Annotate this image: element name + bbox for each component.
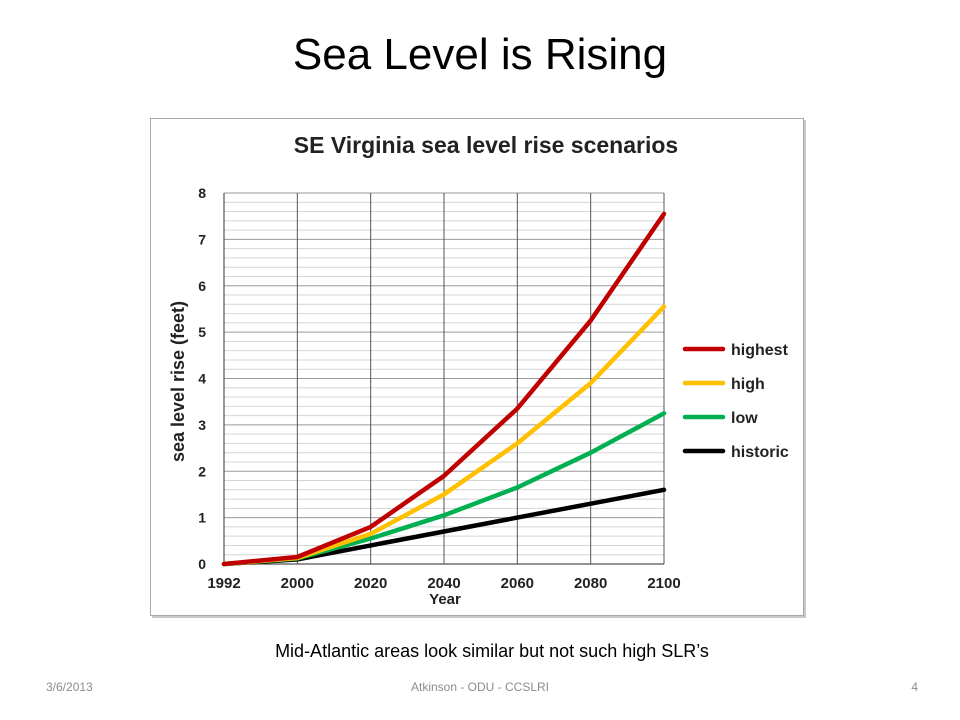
y-tick-label: 5 xyxy=(198,324,206,340)
y-tick-label: 7 xyxy=(198,231,206,247)
y-tick-label: 0 xyxy=(198,556,206,572)
y-tick-label: 1 xyxy=(198,510,206,526)
y-tick-label: 8 xyxy=(198,185,206,201)
x-tick-label: 2100 xyxy=(647,575,680,592)
legend-label-low: low xyxy=(731,410,758,427)
x-axis-label: Year xyxy=(429,591,461,608)
x-tick-label: 2020 xyxy=(354,575,387,592)
x-tick-label: 2060 xyxy=(501,575,534,592)
slide-title: Sea Level is Rising xyxy=(292,30,668,79)
chart-title: SE Virginia sea level rise scenarios xyxy=(294,132,678,158)
y-axis-label: sea level rise (feet) xyxy=(168,301,188,462)
chart-image-frame: SE Virginia sea level rise scenarios 0 1 2 3… xyxy=(150,118,804,616)
footer-date: 3/6/2013 xyxy=(46,680,93,694)
x-tick-label: 2040 xyxy=(427,575,460,592)
sea-level-chart: SE Virginia sea level rise scenarios 0 1 2 3… xyxy=(168,132,789,608)
footer-author: Atkinson - ODU - CCSLRI xyxy=(410,680,550,694)
legend-label-historic: historic xyxy=(731,444,789,461)
legend-label-high: high xyxy=(731,376,765,393)
page-number: 4 xyxy=(911,680,918,694)
slide-caption: Mid-Atlantic areas look similar but not … xyxy=(275,641,709,661)
y-tick-label: 6 xyxy=(198,278,206,294)
legend-label-highest: highest xyxy=(731,342,789,359)
series-line-highest xyxy=(221,211,667,567)
x-tick-label: 1992 xyxy=(207,575,240,592)
y-tick-label: 2 xyxy=(198,463,206,479)
y-tick-label: 4 xyxy=(198,371,206,387)
x-tick-label: 2080 xyxy=(574,575,607,592)
y-tick-label: 3 xyxy=(198,417,206,433)
x-tick-label: 2000 xyxy=(281,575,314,592)
